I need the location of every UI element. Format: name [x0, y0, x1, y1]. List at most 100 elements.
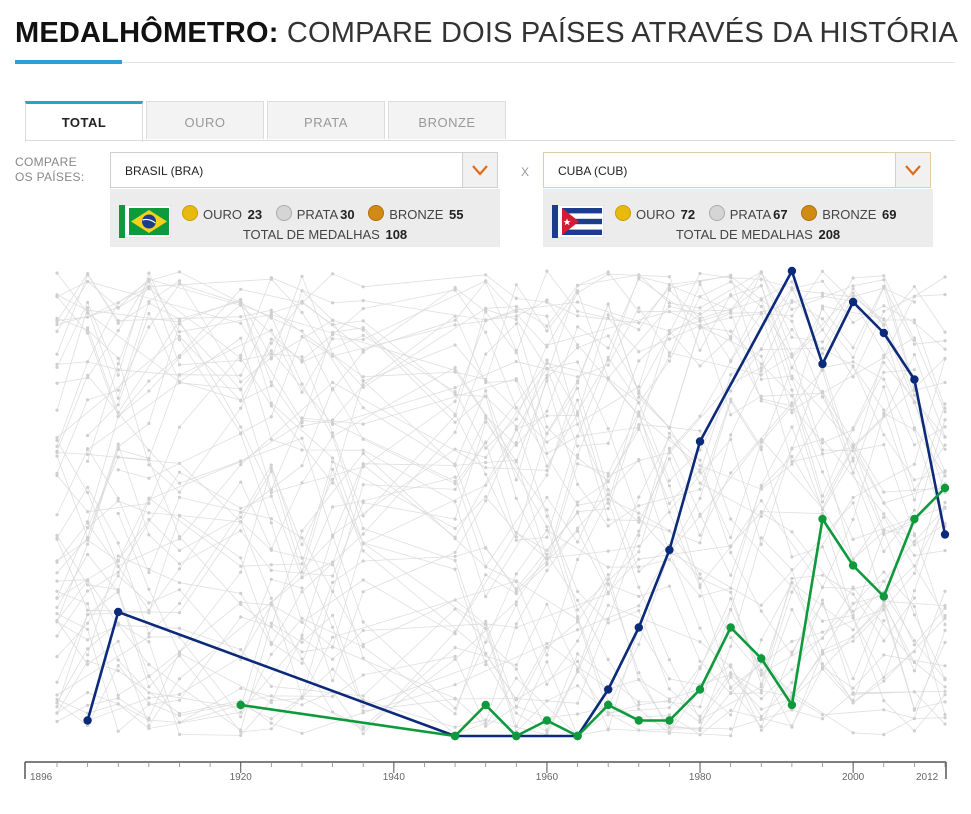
background-point: [177, 732, 182, 736]
data-point-brasil-1960[interactable]: [542, 716, 552, 725]
data-point-cuba-1968[interactable]: [604, 685, 613, 694]
data-point-brasil-1972[interactable]: [634, 716, 643, 725]
background-point: [514, 478, 518, 482]
country-select-left[interactable]: BRASIL (BRA): [110, 152, 498, 188]
data-point-brasil-1964[interactable]: [573, 731, 582, 741]
background-point: [576, 529, 580, 533]
background-point: [606, 471, 610, 476]
background-point: [177, 279, 182, 283]
tab-total[interactable]: TOTAL: [25, 101, 143, 142]
data-point-brasil-1956[interactable]: [512, 731, 521, 741]
data-point-brasil-2004[interactable]: [879, 592, 888, 601]
background-point: [239, 556, 243, 560]
background-line: [56, 283, 915, 590]
data-point-cuba-1900[interactable]: [83, 716, 92, 725]
background-point: [116, 639, 120, 643]
data-point-brasil-1976[interactable]: [665, 716, 674, 725]
data-point-brasil-1952[interactable]: [481, 700, 490, 710]
background-point: [729, 535, 733, 540]
tab-ouro[interactable]: OURO: [146, 101, 264, 139]
background-point: [576, 462, 580, 466]
background-point: [729, 675, 733, 679]
background-point: [453, 654, 457, 658]
background-point: [729, 276, 733, 280]
background-point: [667, 501, 672, 505]
data-point-brasil-1984[interactable]: [726, 623, 735, 632]
background-point: [239, 529, 243, 533]
background-point: [484, 565, 488, 569]
background-point: [882, 385, 886, 389]
data-point-brasil-1996[interactable]: [818, 514, 827, 524]
dropdown-button-right[interactable]: [895, 153, 930, 187]
data-point-brasil-1948[interactable]: [450, 731, 460, 741]
background-point: [943, 500, 947, 505]
background-point: [606, 657, 610, 662]
data-point-brasil-2000[interactable]: [848, 561, 858, 570]
gold-medal-icon: [182, 205, 198, 221]
background-line: [87, 272, 915, 493]
data-point-cuba-1976[interactable]: [665, 545, 674, 555]
background-point: [300, 661, 304, 665]
background-point: [269, 694, 273, 698]
background-line: [56, 507, 946, 736]
bronze-count-left: BRONZE 55: [368, 205, 464, 222]
background-point: [269, 698, 273, 703]
data-point-brasil-1980[interactable]: [695, 685, 705, 694]
data-point-brasil-2012[interactable]: [940, 483, 950, 493]
background-point: [851, 601, 855, 606]
background-point: [729, 315, 733, 320]
data-point-brasil-1988[interactable]: [757, 654, 766, 663]
data-point-cuba-1996[interactable]: [818, 359, 827, 369]
data-point-cuba-1992[interactable]: [787, 266, 797, 276]
background-point: [851, 701, 855, 705]
background-point: [514, 304, 518, 309]
background-point: [86, 662, 90, 667]
background-line: [56, 512, 946, 735]
background-point: [147, 311, 151, 316]
background-point: [637, 585, 641, 589]
tab-prata[interactable]: PRATA: [267, 101, 385, 139]
background-point: [453, 420, 457, 424]
background-point: [759, 685, 763, 689]
background-point: [239, 564, 243, 568]
background-point: [882, 411, 886, 415]
background-point: [576, 453, 580, 457]
background-point: [484, 466, 488, 470]
chevron-down-icon: [472, 165, 488, 176]
background-point: [177, 334, 182, 338]
background-point: [147, 601, 151, 605]
data-point-cuba-2008[interactable]: [910, 375, 919, 384]
data-point-brasil-1920[interactable]: [236, 700, 245, 710]
background-point: [116, 388, 120, 392]
data-point-cuba-1904[interactable]: [114, 607, 123, 617]
background-point: [331, 460, 335, 464]
background-point: [177, 319, 182, 323]
background-point: [361, 406, 365, 410]
background-point: [698, 720, 702, 724]
background-point: [177, 720, 182, 725]
data-point-cuba-2004[interactable]: [879, 328, 888, 338]
data-point-brasil-2008[interactable]: [910, 514, 919, 524]
background-point: [116, 511, 120, 516]
data-point-brasil-1968[interactable]: [604, 700, 613, 710]
background-point: [606, 427, 610, 431]
data-point-cuba-2000[interactable]: [848, 297, 858, 307]
background-point: [576, 289, 580, 293]
background-point: [147, 663, 151, 667]
data-point-cuba-1972[interactable]: [634, 623, 643, 632]
data-point-brasil-1992[interactable]: [787, 700, 797, 710]
tab-bronze[interactable]: BRONZE: [388, 101, 506, 139]
background-point: [86, 398, 90, 402]
country-select-right[interactable]: CUBA (CUB): [543, 152, 931, 188]
background-point: [820, 585, 825, 589]
dropdown-button-left[interactable]: [462, 153, 497, 187]
background-point: [790, 394, 794, 398]
background-point: [576, 325, 580, 329]
background-point: [239, 715, 243, 719]
background-point: [851, 428, 855, 432]
background-point: [269, 313, 273, 317]
background-point: [86, 583, 90, 587]
data-point-cuba-2012[interactable]: [940, 530, 950, 539]
background-point: [851, 616, 855, 620]
data-point-cuba-1980[interactable]: [695, 437, 705, 446]
